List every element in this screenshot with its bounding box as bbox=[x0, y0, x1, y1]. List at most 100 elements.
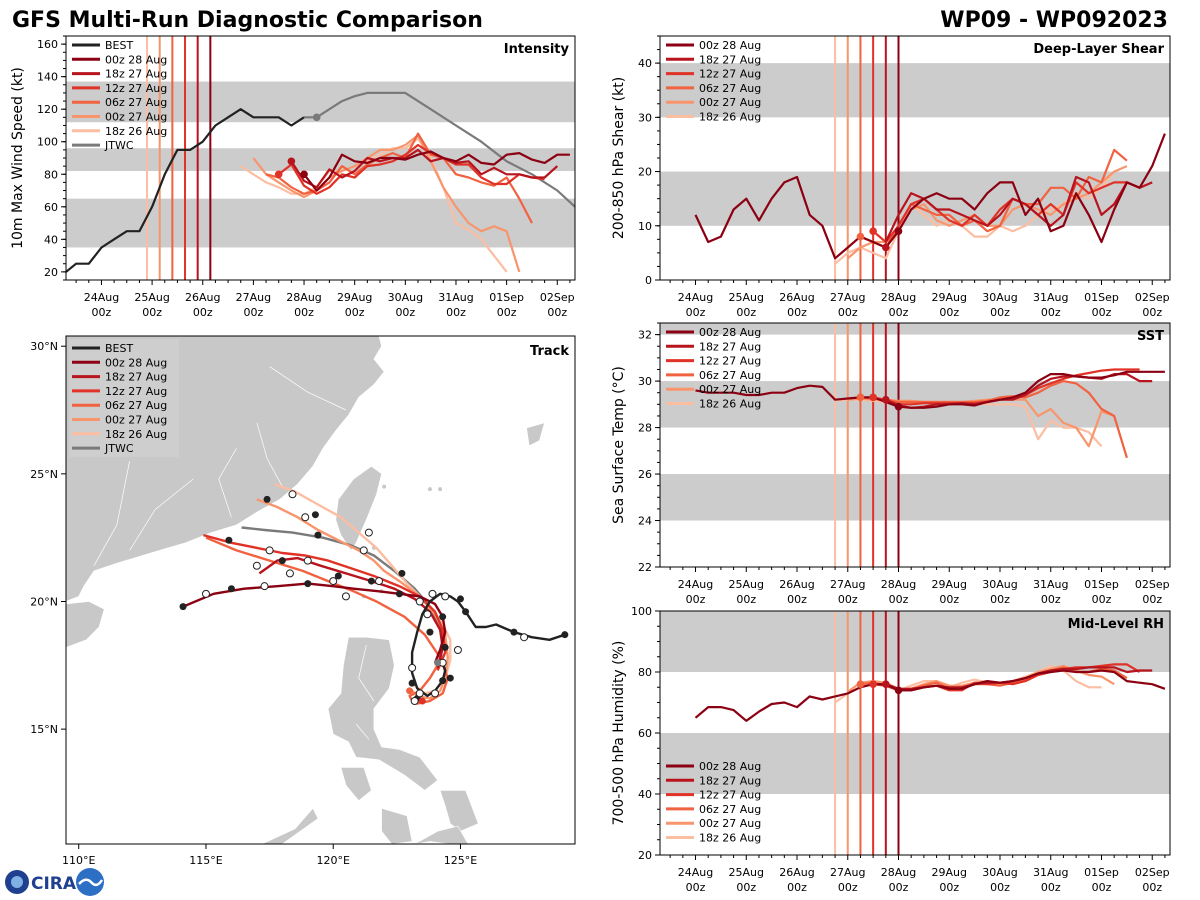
track-marker-40 bbox=[423, 610, 432, 619]
intensity-xtick-sublabel-7: 00z bbox=[446, 306, 466, 319]
admin-border-0 bbox=[256, 422, 283, 487]
intensity-legend-label-7: JTWC bbox=[104, 139, 134, 152]
shear-band-1 bbox=[660, 63, 1170, 118]
rh-xtick-sublabel-8: 00z bbox=[1092, 881, 1112, 894]
track-marker-13 bbox=[395, 590, 403, 598]
intensity-panel: 20 40 60 80 100 120 140 160 24Aug 00z 25Aug 00z 26Au… bbox=[10, 35, 576, 319]
shear-xtick-sublabel-9: 00z bbox=[1142, 306, 1162, 319]
track-marker-11 bbox=[334, 572, 342, 580]
intensity-xtick-sublabel-9: 00z bbox=[547, 306, 567, 319]
track-lat-label-3: 30°N bbox=[30, 340, 58, 353]
track-marker-44 bbox=[410, 697, 419, 706]
rh-ylabel: 700-500 hPa Humidity (%) bbox=[611, 641, 627, 826]
sst-xtick-sublabel-6: 00z bbox=[990, 593, 1010, 606]
land-hainan bbox=[66, 601, 105, 648]
track-lon-label-2: 120°E bbox=[316, 854, 349, 867]
track-marker-12 bbox=[367, 577, 375, 585]
sst-xtick-label-8: 01Sep bbox=[1084, 578, 1119, 591]
track-legend-label-7: JTWC bbox=[104, 442, 134, 455]
land-visayas bbox=[414, 825, 469, 844]
intensity-series-6 bbox=[240, 137, 508, 273]
sst-xtick-label-5: 29Aug bbox=[932, 578, 967, 591]
track-marker-3 bbox=[456, 595, 464, 603]
track-line-3 bbox=[203, 533, 447, 671]
sst-xtick-label-2: 26Aug bbox=[779, 578, 814, 591]
track-legend-label-3: 12z 27 Aug bbox=[105, 385, 167, 398]
intensity-series-0 bbox=[66, 108, 305, 273]
sst-xtick-sublabel-8: 00z bbox=[1092, 593, 1112, 606]
sst-ytick-label-1: 24 bbox=[638, 515, 652, 528]
intensity-xtick-label-8: 01Sep bbox=[489, 291, 524, 304]
intensity-xtick-sublabel-8: 00z bbox=[497, 306, 517, 319]
track-marker-32 bbox=[288, 490, 297, 499]
shear-xtick-label-7: 31Aug bbox=[1033, 291, 1068, 304]
track-marker-37 bbox=[415, 597, 424, 606]
track-marker-5 bbox=[408, 679, 416, 687]
track-marker-25 bbox=[260, 582, 269, 591]
track-marker-10 bbox=[304, 580, 312, 588]
track-line-1 bbox=[182, 582, 447, 664]
sst-xtick-label-7: 31Aug bbox=[1033, 578, 1068, 591]
cira-logo-text: CIRA bbox=[31, 874, 77, 894]
rh-legend-label-5: 18z 26 Aug bbox=[699, 832, 761, 845]
track-lat-label-1: 20°N bbox=[30, 595, 58, 608]
intensity-legend-label-2: 18z 27 Aug bbox=[105, 68, 167, 81]
land-samar bbox=[439, 790, 479, 832]
intensity-ytick-label-5: 120 bbox=[37, 103, 58, 116]
land-taiwan bbox=[335, 465, 382, 551]
rh-xtick-sublabel-6: 00z bbox=[990, 881, 1010, 894]
sst-ytick-label-2: 26 bbox=[638, 468, 652, 481]
cira-logo-globe-inner bbox=[11, 876, 23, 888]
shear-xtick-label-3: 27Aug bbox=[830, 291, 865, 304]
shear-ytick-label-2: 20 bbox=[638, 166, 652, 179]
shear-xtick-sublabel-1: 00z bbox=[736, 306, 756, 319]
sst-legend-label-1: 18z 27 Aug bbox=[699, 340, 761, 353]
track-lon-label-3: 125°E bbox=[444, 854, 477, 867]
intensity-xtick-sublabel-6: 00z bbox=[395, 306, 415, 319]
track-marker-30 bbox=[359, 546, 368, 555]
rh-ytick-label-2: 60 bbox=[638, 727, 652, 740]
sst-series-3 bbox=[860, 380, 1128, 459]
sst-xtick-label-3: 27Aug bbox=[830, 578, 865, 591]
intensity-xtick-label-1: 25Aug bbox=[134, 291, 169, 304]
intensity-ytick-label-6: 140 bbox=[37, 71, 58, 84]
rh-ytick-label-4: 100 bbox=[631, 605, 652, 618]
track-marker-38 bbox=[428, 589, 437, 598]
track-marker-21 bbox=[439, 677, 447, 685]
shear-legend-label-1: 18z 27 Aug bbox=[699, 53, 761, 66]
track-marker-49 bbox=[434, 659, 442, 667]
sst-series-0 bbox=[695, 370, 1165, 409]
intensity-xtick-label-6: 30Aug bbox=[388, 291, 423, 304]
intensity-series-2 bbox=[290, 148, 559, 189]
sst-plot-area bbox=[660, 323, 1170, 567]
intensity-init-marker-2 bbox=[274, 170, 283, 179]
sst-ytick-label-5: 32 bbox=[638, 329, 652, 342]
land-palawan bbox=[261, 807, 319, 844]
track-lon-label-1: 115°E bbox=[189, 854, 222, 867]
track-frame bbox=[65, 335, 576, 845]
track-marker-0 bbox=[561, 631, 569, 639]
intensity-xtick-label-3: 27Aug bbox=[236, 291, 271, 304]
rh-xtick-label-6: 30Aug bbox=[982, 866, 1017, 879]
rh-xtick-sublabel-1: 00z bbox=[736, 881, 756, 894]
rh-xtick-sublabel-0: 00z bbox=[686, 881, 706, 894]
sst-xtick-sublabel-5: 00z bbox=[939, 593, 959, 606]
shear-init-marker-2 bbox=[869, 227, 877, 235]
rh-init-marker-1 bbox=[882, 680, 890, 688]
rh-xtick-label-2: 26Aug bbox=[779, 866, 814, 879]
rh-series-0 bbox=[694, 669, 1166, 722]
track-line-0 bbox=[410, 592, 566, 698]
sst-legend-label-4: 00z 27 Aug bbox=[699, 383, 761, 396]
rh-legend-label-3: 06z 27 Aug bbox=[699, 803, 761, 816]
track-legend-label-1: 00z 28 Aug bbox=[105, 356, 167, 369]
intensity-series-4 bbox=[265, 132, 533, 224]
track-marker-27 bbox=[265, 546, 274, 555]
track-marker-47 bbox=[406, 687, 414, 695]
track-marker-28 bbox=[303, 556, 312, 565]
shear-xtick-sublabel-3: 00z bbox=[838, 306, 858, 319]
sst-init-marker-1 bbox=[882, 395, 890, 404]
shear-legend-label-2: 12z 27 Aug bbox=[699, 68, 761, 81]
intensity-legend-label-4: 06z 27 Aug bbox=[105, 96, 167, 109]
track-marker-23 bbox=[520, 633, 529, 642]
